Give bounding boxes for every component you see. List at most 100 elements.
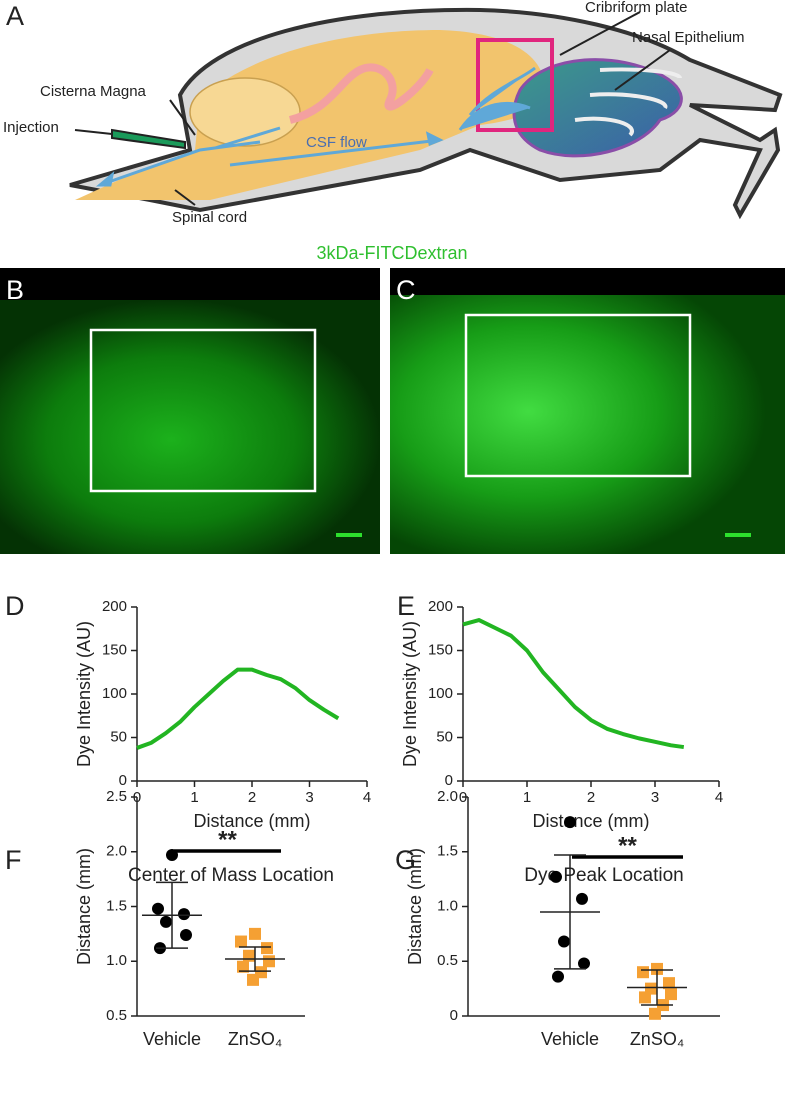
x-tick-label: 4 bbox=[715, 789, 723, 806]
micrograph: C bbox=[390, 268, 785, 554]
y-axis-title: Dye Intensity (AU) bbox=[400, 621, 420, 767]
significance: ** bbox=[218, 826, 237, 853]
x-tick-label: 2 bbox=[587, 789, 595, 806]
y-tick-label: 1.5 bbox=[437, 843, 458, 860]
x-tick-label: ZnSO₄ bbox=[630, 1029, 684, 1049]
x-tick-label: 1 bbox=[190, 789, 198, 806]
point bbox=[639, 991, 651, 1004]
point bbox=[263, 955, 275, 968]
point bbox=[663, 977, 675, 990]
y-tick-label: 200 bbox=[102, 598, 127, 615]
diagram: A Cribriform plate Nasal Epithelium Cist… bbox=[3, 0, 783, 226]
y-tick-label: 1.5 bbox=[106, 897, 127, 914]
line bbox=[136, 667, 340, 750]
cerebellum bbox=[189, 77, 301, 147]
point bbox=[249, 927, 261, 940]
point bbox=[247, 973, 259, 986]
error-bar bbox=[554, 854, 586, 970]
leader bbox=[559, 11, 641, 56]
point bbox=[578, 957, 590, 970]
leader bbox=[169, 99, 196, 136]
point bbox=[235, 935, 247, 948]
point bbox=[552, 970, 564, 983]
y-tick-label: 1.0 bbox=[106, 952, 127, 969]
point bbox=[243, 949, 255, 962]
chart-title: Center of Mass Location bbox=[128, 865, 334, 886]
point bbox=[160, 915, 172, 928]
diagram-label: CSF flow bbox=[306, 134, 367, 151]
diagram-label: Injection bbox=[3, 119, 59, 136]
panel-label: A bbox=[6, 1, 24, 31]
x-tick-label: 1 bbox=[523, 789, 531, 806]
point bbox=[237, 960, 249, 973]
panel-label: D bbox=[5, 591, 25, 621]
point bbox=[178, 908, 190, 921]
point bbox=[665, 988, 677, 1001]
diagram-label: Cisterna Magna bbox=[40, 83, 147, 100]
point bbox=[649, 1007, 661, 1020]
y-tick-label: 0 bbox=[119, 772, 127, 789]
x-tick-label: 3 bbox=[305, 789, 313, 806]
y-tick-label: 100 bbox=[428, 685, 453, 702]
panel-label: E bbox=[397, 591, 415, 621]
significance: ** bbox=[618, 832, 637, 859]
y-tick-label: 0.5 bbox=[106, 1007, 127, 1024]
x-axis-title: Distance (mm) bbox=[532, 811, 649, 831]
x-tick-label: 2 bbox=[248, 789, 256, 806]
cortex-fold bbox=[288, 63, 434, 124]
y-tick-label: 2.0 bbox=[106, 843, 127, 860]
panel-label: F bbox=[5, 845, 22, 875]
csf-arrow-heads bbox=[95, 66, 536, 187]
x-tick-label: ZnSO₄ bbox=[228, 1029, 282, 1049]
y-tick-label: 0.5 bbox=[437, 952, 458, 969]
y-tick-label: 2.5 bbox=[106, 788, 127, 805]
y-tick-label: 100 bbox=[102, 685, 127, 702]
micrograph-title: 3kDa-FITCDextran bbox=[316, 243, 467, 263]
x-tick-label: Vehicle bbox=[143, 1029, 201, 1049]
needle bbox=[111, 128, 186, 150]
csf-arrows bbox=[99, 126, 441, 187]
error-bar bbox=[156, 881, 188, 949]
panel-label: B bbox=[6, 275, 24, 305]
diagram-label: Spinal cord bbox=[172, 209, 247, 226]
point bbox=[550, 870, 562, 883]
leader bbox=[614, 49, 671, 91]
nasal-epithelium bbox=[512, 58, 683, 158]
line bbox=[462, 618, 685, 750]
point bbox=[180, 928, 192, 941]
y-axis-title: Distance (mm) bbox=[405, 848, 425, 965]
tissue bbox=[390, 295, 785, 554]
y-tick-label: 0 bbox=[445, 772, 453, 789]
x-axis-title: Distance (mm) bbox=[193, 811, 310, 831]
point bbox=[558, 935, 570, 948]
point bbox=[564, 816, 576, 829]
point bbox=[261, 942, 273, 955]
y-axis-title: Dye Intensity (AU) bbox=[74, 621, 94, 767]
y-tick-label: 1.0 bbox=[437, 897, 458, 914]
x-tick-label: 3 bbox=[651, 789, 659, 806]
chart-title: Dye Peak Location bbox=[524, 865, 684, 886]
y-tick-label: 200 bbox=[428, 598, 453, 615]
diagram-label: Nasal Epithelium bbox=[632, 29, 745, 46]
y-tick-label: 0 bbox=[450, 1007, 458, 1024]
point bbox=[651, 962, 663, 975]
point bbox=[637, 966, 649, 979]
point bbox=[152, 902, 164, 915]
point bbox=[166, 849, 178, 862]
micrograph: B bbox=[0, 268, 380, 554]
turbinates bbox=[574, 67, 682, 137]
error-bar bbox=[239, 946, 271, 972]
x-tick-label: Vehicle bbox=[541, 1029, 599, 1049]
point bbox=[576, 892, 588, 905]
error-bar bbox=[641, 969, 673, 1006]
panel-label: C bbox=[396, 275, 416, 305]
panel-label: G bbox=[395, 845, 416, 875]
y-tick-label: 2.0 bbox=[437, 788, 458, 805]
roi-box bbox=[464, 313, 692, 478]
leader bbox=[74, 129, 113, 135]
roi-box bbox=[89, 328, 317, 493]
y-tick-label: 50 bbox=[110, 728, 127, 745]
y-tick-label: 150 bbox=[428, 641, 453, 658]
